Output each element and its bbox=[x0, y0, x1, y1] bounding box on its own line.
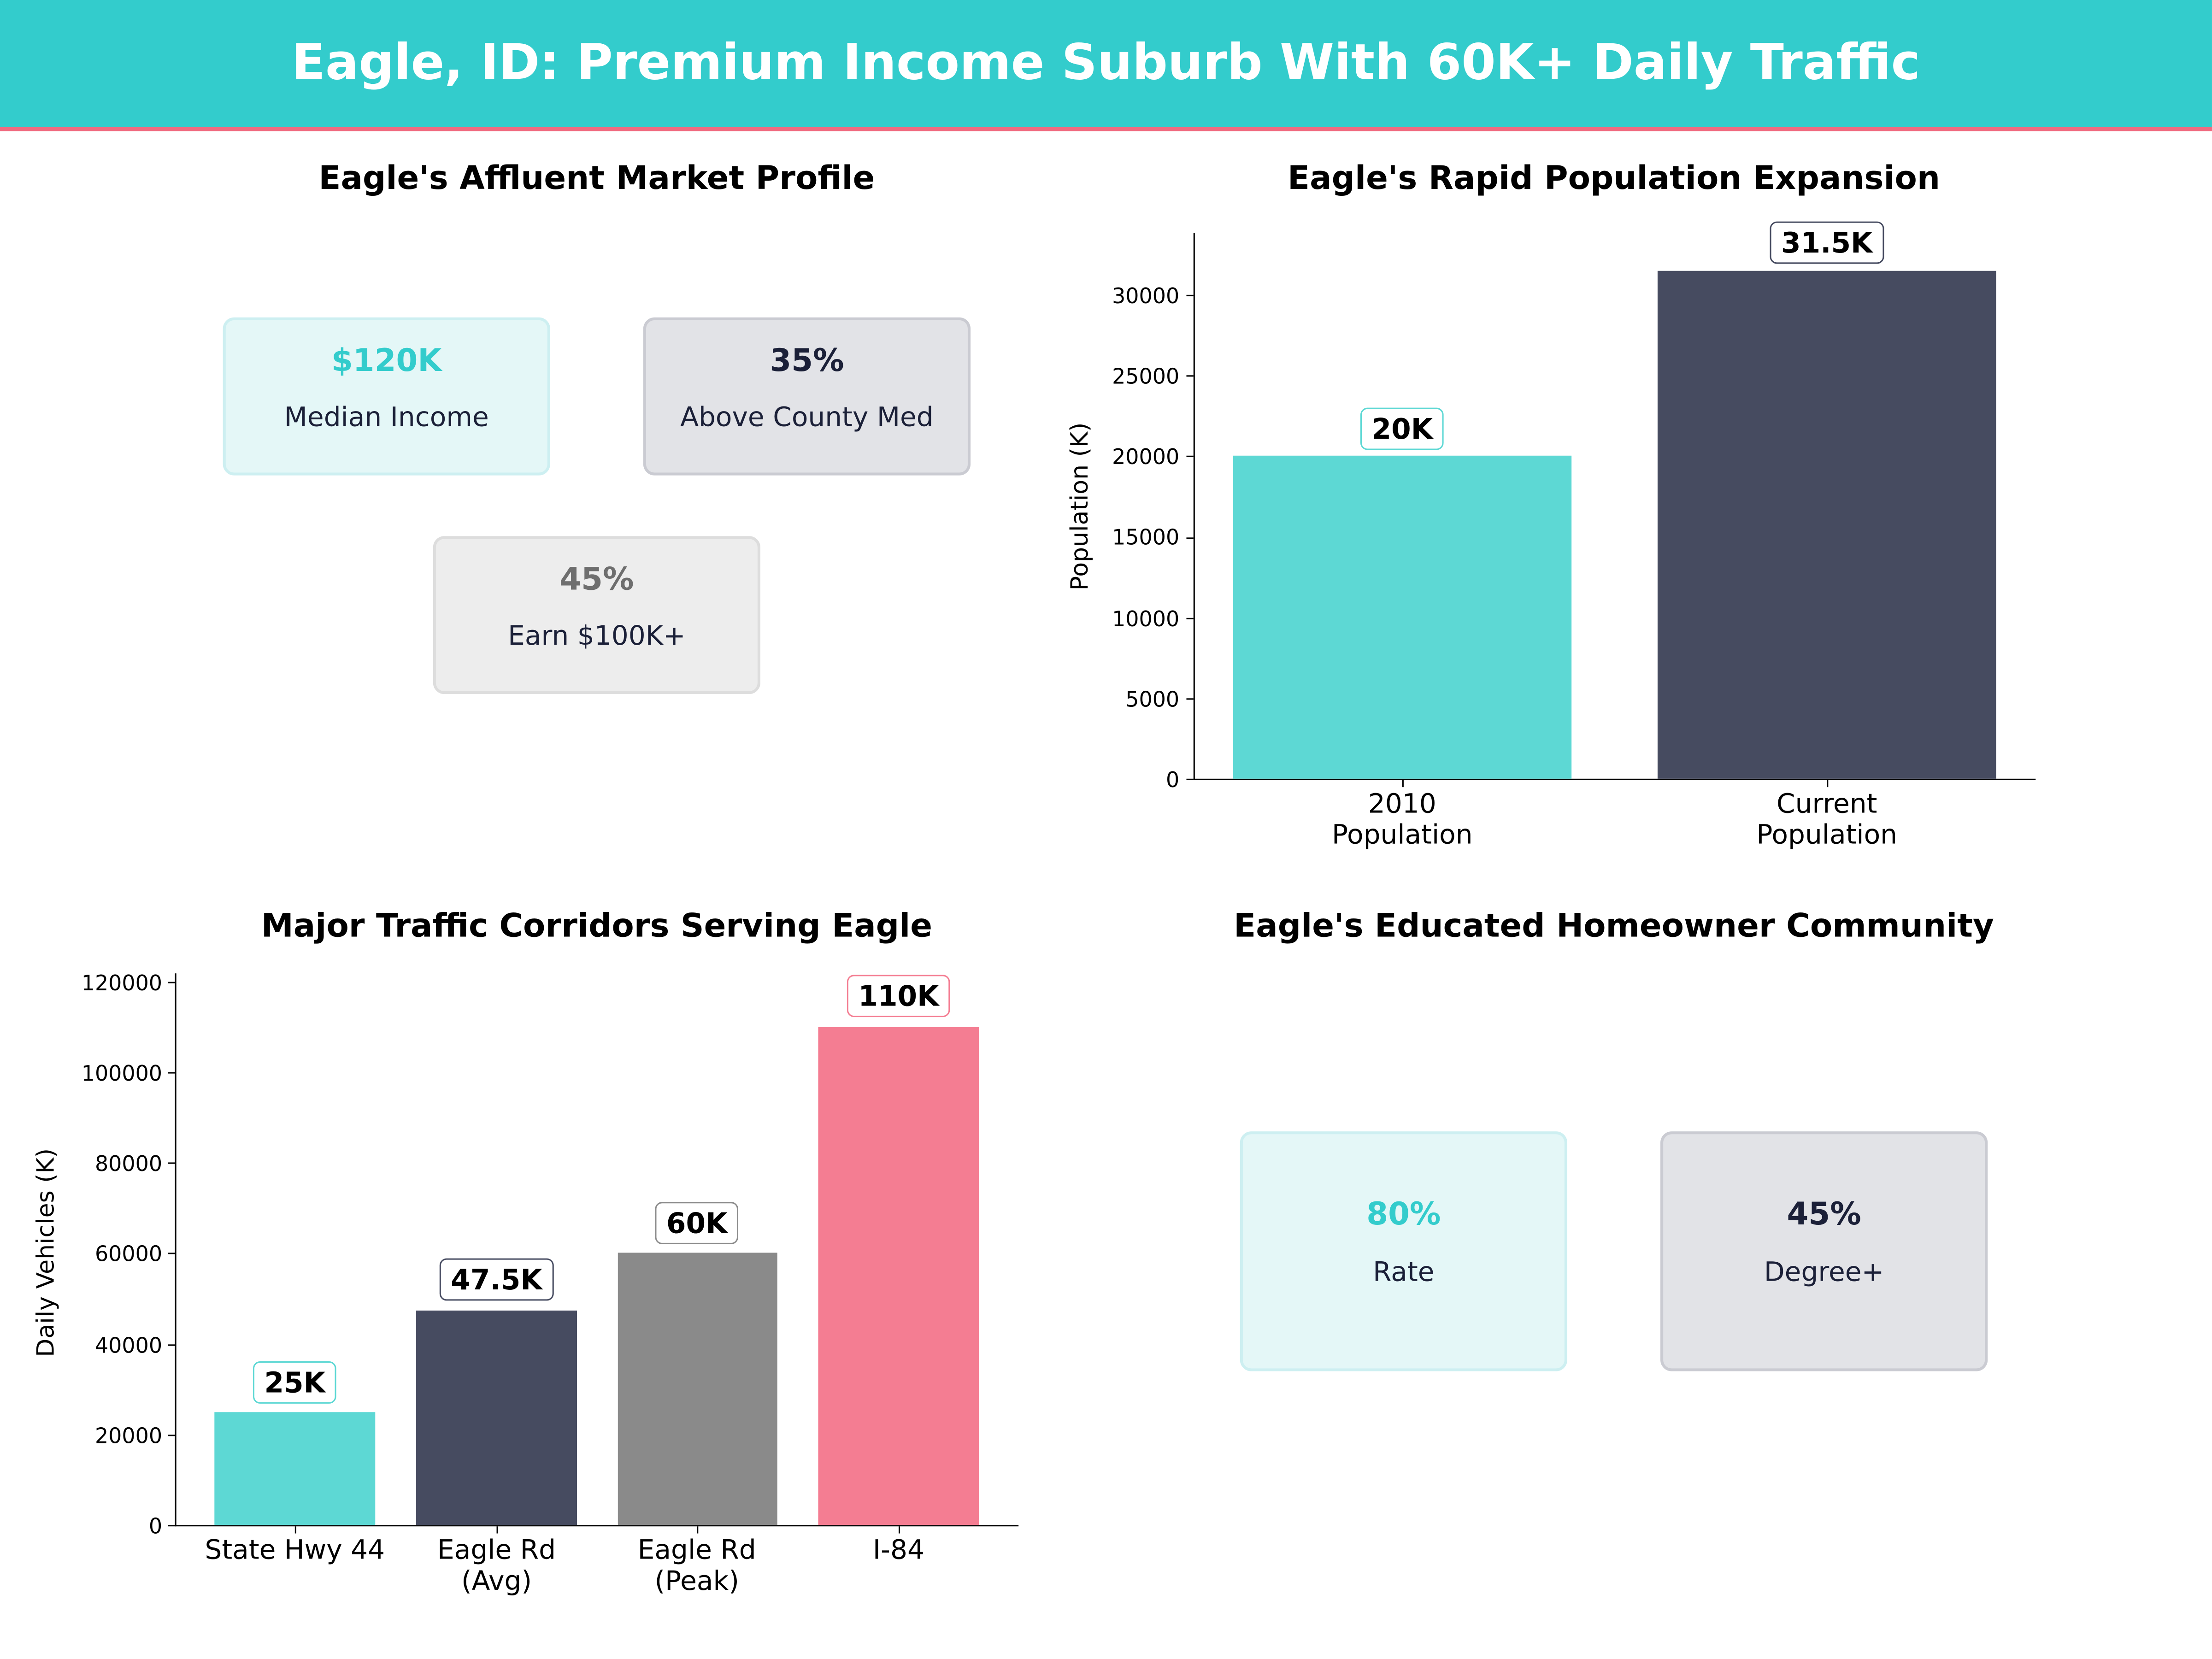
x-tick bbox=[1402, 780, 1404, 788]
traffic-x-axis bbox=[175, 1525, 1019, 1527]
header-accent-line bbox=[0, 127, 2212, 131]
y-tick-label: 100000 bbox=[81, 1061, 163, 1087]
x-tick-label-line1: 2010 bbox=[1368, 788, 1436, 820]
population-chart-title: Eagle's Rapid Population Expansion bbox=[1287, 160, 1941, 198]
bar-eagle-rd-peak bbox=[618, 1253, 777, 1525]
y-tick-label: 60000 bbox=[94, 1241, 163, 1267]
bar-value-label: 60K bbox=[655, 1202, 739, 1244]
metric-card-above-county: 35% Above County Med bbox=[643, 317, 971, 476]
x-tick-label: Eagle Rd (Peak) bbox=[556, 1535, 838, 1597]
y-tick bbox=[168, 1162, 175, 1164]
metric-label: Above County Med bbox=[680, 402, 934, 433]
y-tick-label: 120000 bbox=[81, 971, 163, 996]
x-tick bbox=[898, 1526, 900, 1534]
bar-value-label: 25K bbox=[253, 1361, 337, 1404]
y-tick bbox=[168, 1435, 175, 1436]
x-tick-label-line2: Population bbox=[1756, 819, 1898, 851]
y-tick bbox=[168, 982, 175, 983]
bar-state-hwy-44 bbox=[214, 1412, 376, 1525]
x-tick bbox=[1827, 780, 1829, 788]
y-tick bbox=[168, 1253, 175, 1254]
metric-value: 35% bbox=[770, 344, 844, 380]
x-tick-label-line1: Eagle Rd bbox=[637, 1535, 756, 1566]
population-y-axis bbox=[1193, 233, 1195, 780]
page-title: Eagle, ID: Premium Income Suburb With 60… bbox=[291, 35, 1921, 92]
y-tick bbox=[1186, 778, 1194, 780]
y-tick bbox=[1186, 375, 1194, 377]
y-tick-label: 40000 bbox=[94, 1333, 163, 1359]
x-tick-label-line1: State Hwy 44 bbox=[205, 1535, 385, 1566]
traffic-y-axis bbox=[175, 973, 177, 1527]
metric-value: 80% bbox=[1366, 1197, 1441, 1233]
x-tick bbox=[496, 1526, 498, 1534]
bar-i-84 bbox=[818, 1027, 979, 1525]
bar-value-label: 110K bbox=[847, 975, 951, 1018]
metric-label: Rate bbox=[1373, 1257, 1435, 1288]
bar-value-label: 47.5K bbox=[439, 1258, 554, 1301]
y-tick-label: 0 bbox=[148, 1513, 163, 1539]
x-tick bbox=[294, 1526, 296, 1534]
metric-card-median-income: $120K Median Income bbox=[223, 317, 550, 476]
y-tick bbox=[1186, 294, 1194, 296]
community-title: Eagle's Educated Homeowner Community bbox=[1234, 908, 1994, 946]
x-tick-label-line2: (Avg) bbox=[461, 1565, 532, 1597]
metric-value: $120K bbox=[331, 344, 442, 380]
y-tick bbox=[168, 1344, 175, 1346]
metric-label: Earn $100K+ bbox=[508, 620, 686, 652]
traffic-chart-title: Major Traffic Corridors Serving Eagle bbox=[261, 908, 933, 946]
y-tick bbox=[1186, 698, 1194, 700]
x-tick-label: Eagle Rd (Avg) bbox=[355, 1535, 637, 1597]
x-tick-label: State Hwy 44 bbox=[154, 1535, 436, 1566]
x-tick-label: Current Population bbox=[1686, 788, 1968, 851]
metric-card-homeownership-rate: 80% Rate bbox=[1240, 1131, 1567, 1371]
x-tick-label-line1: Eagle Rd bbox=[437, 1535, 556, 1566]
x-tick-label-line1: I-84 bbox=[872, 1535, 925, 1566]
y-tick bbox=[1186, 537, 1194, 539]
x-tick-label-line1: Current bbox=[1777, 788, 1877, 820]
y-tick-label: 25000 bbox=[1112, 364, 1180, 389]
x-tick-label: I-84 bbox=[758, 1535, 1040, 1566]
y-tick bbox=[168, 1072, 175, 1074]
x-tick bbox=[697, 1526, 699, 1534]
metric-label: Degree+ bbox=[1764, 1257, 1884, 1288]
header-banner bbox=[0, 0, 2212, 127]
population-x-axis bbox=[1193, 778, 2036, 781]
x-tick-label: 2010 Population bbox=[1261, 788, 1543, 851]
x-tick-label-line2: Population bbox=[1332, 819, 1473, 851]
metric-value: 45% bbox=[1787, 1197, 1861, 1233]
y-tick bbox=[1186, 618, 1194, 619]
bar-value-label: 20K bbox=[1360, 407, 1444, 450]
y-tick-label: 30000 bbox=[1112, 283, 1180, 309]
y-tick-label: 5000 bbox=[1125, 687, 1180, 712]
y-tick bbox=[168, 1525, 175, 1527]
metric-card-degree: 45% Degree+ bbox=[1660, 1131, 1988, 1371]
y-tick bbox=[1186, 455, 1194, 457]
metric-value: 45% bbox=[559, 563, 634, 598]
y-tick-label: 20000 bbox=[1112, 444, 1180, 470]
metric-card-earn-100k: 45% Earn $100K+ bbox=[433, 536, 760, 694]
y-tick-label: 10000 bbox=[1112, 606, 1180, 632]
market-profile-title: Eagle's Affluent Market Profile bbox=[318, 160, 875, 198]
y-tick-label: 80000 bbox=[94, 1151, 163, 1177]
metric-label: Median Income bbox=[284, 402, 489, 433]
bar-current-population bbox=[1657, 271, 1996, 779]
bar-2010-population bbox=[1233, 455, 1572, 779]
bar-eagle-rd-avg bbox=[416, 1310, 577, 1525]
y-tick-label: 20000 bbox=[94, 1423, 163, 1449]
x-tick-label-line2: (Peak) bbox=[654, 1565, 739, 1597]
y-tick-label: 15000 bbox=[1112, 524, 1180, 550]
y-tick-label: 0 bbox=[1165, 767, 1180, 793]
bar-value-label: 31.5K bbox=[1770, 221, 1884, 264]
